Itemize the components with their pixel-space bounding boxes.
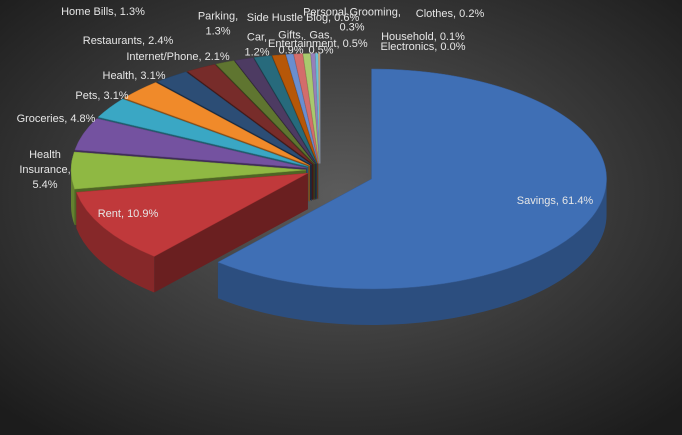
data-label: Personal Grooming, 0.3% bbox=[303, 6, 401, 33]
slice bbox=[234, 57, 316, 164]
data-label: Clothes, 0.2% bbox=[416, 8, 485, 20]
data-label: Side Hustle Blog, 0.6% bbox=[247, 12, 360, 24]
slice bbox=[186, 64, 314, 165]
slice bbox=[70, 151, 307, 190]
slice-tops bbox=[70, 53, 607, 290]
data-label: Household, 0.1% bbox=[381, 31, 465, 43]
data-labels: Savings, 61.4% Rent, 10.9% Health Insurance… bbox=[17, 6, 594, 220]
data-label: Rent, 10.9% bbox=[98, 208, 159, 220]
data-label: Health, 3.1% bbox=[103, 70, 166, 82]
slice bbox=[302, 53, 320, 164]
slice bbox=[74, 118, 307, 169]
slice bbox=[318, 53, 321, 164]
data-label: Gifts, 0.9% bbox=[278, 29, 304, 56]
data-label: Internet/Phone, 2.1% bbox=[126, 51, 230, 63]
slice bbox=[253, 55, 318, 164]
slice-wall bbox=[76, 192, 155, 293]
data-label: Entertainment, 0.5% bbox=[268, 38, 368, 50]
slice bbox=[293, 53, 320, 164]
slice bbox=[97, 98, 309, 167]
data-label: Groceries, 4.8% bbox=[17, 113, 96, 125]
data-label: Restaurants, 2.4% bbox=[83, 35, 174, 47]
slice bbox=[123, 82, 310, 166]
data-label: Pets, 3.1% bbox=[75, 90, 128, 102]
slice bbox=[156, 71, 312, 165]
data-label: Parking, 1.3% bbox=[198, 10, 238, 37]
slice-wall bbox=[71, 170, 75, 226]
data-label: Car, 1.2% bbox=[244, 31, 269, 58]
slice bbox=[76, 172, 308, 257]
data-label: Home Bills, 1.3% bbox=[61, 6, 145, 18]
data-label: Gas, 0.5% bbox=[308, 29, 333, 56]
data-label: Health Insurance, 5.4% bbox=[19, 149, 70, 191]
slice-face bbox=[154, 173, 308, 293]
slice bbox=[217, 68, 607, 290]
slice bbox=[271, 54, 318, 164]
data-label: Electronics, 0.0% bbox=[381, 41, 466, 53]
slice bbox=[215, 60, 315, 165]
slice bbox=[285, 53, 319, 164]
data-label: Savings, 61.4% bbox=[517, 195, 594, 207]
slice-wall bbox=[217, 178, 607, 325]
